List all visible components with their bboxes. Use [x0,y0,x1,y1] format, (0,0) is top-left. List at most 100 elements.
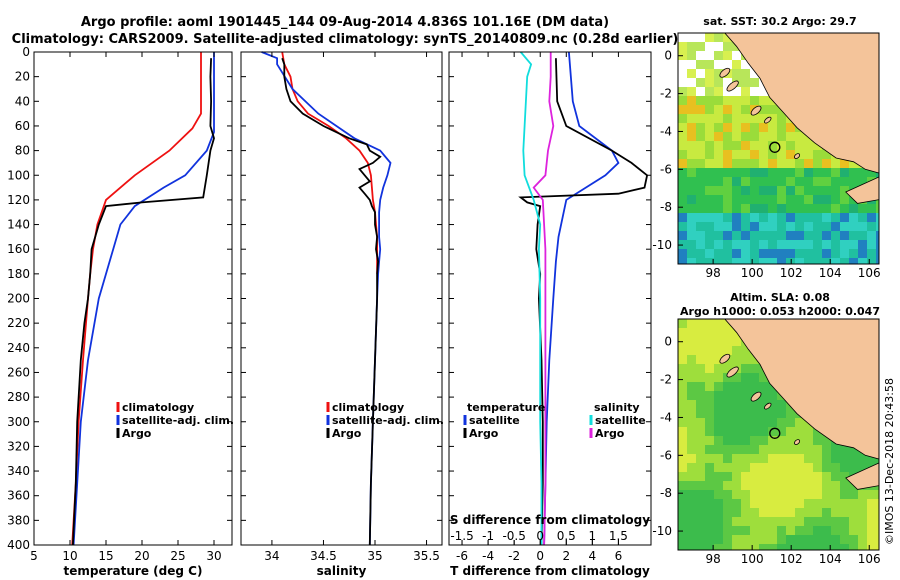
sla-cell [750,364,759,373]
sla-cell [714,517,723,526]
sla-cell [732,454,741,463]
sst-cell [714,168,723,177]
temperature-xtick-label: 5 [30,549,38,563]
sst-cell [705,258,714,264]
sst-cell [876,231,879,240]
temperature-ytick-label: 380 [7,513,30,527]
sst-cell [750,69,759,78]
sla-cell [687,337,696,346]
sst-cell [768,177,777,186]
sla-cell [723,373,732,382]
sst-cell [822,249,831,258]
sst-cell [696,123,705,132]
sla-cell [822,436,831,445]
sst-cell [714,177,723,186]
sst-cell [705,123,714,132]
temperature-xtick-label: 20 [134,549,149,563]
sla-cell [768,454,777,463]
sst-cell [777,258,786,264]
sla-cell [678,490,687,499]
difference-s-xtick-label: 0 [536,529,544,543]
sst-cell [732,222,741,231]
sla-cell [687,535,696,544]
sst-cell [714,240,723,249]
sla-cell [714,346,723,355]
sla-cell [723,526,732,535]
sst-cell [795,159,804,168]
sst-cell [723,150,732,159]
sst-cell [750,78,759,87]
sla-cell [786,544,795,550]
difference-xtick-label: -6 [456,549,468,563]
sla-cell [687,526,696,535]
temperature-xlabel: temperature (deg C) [64,564,203,578]
sst-cell [732,240,741,249]
sst-cell [777,159,786,168]
sst-cell [849,231,858,240]
sla-cell [840,472,849,481]
sla-cell [768,517,777,526]
sst-cell [759,87,768,96]
sla-cell [777,472,786,481]
sla-cell [795,472,804,481]
sla-cell [678,364,687,373]
sla-cell [867,544,876,550]
sst-cell [741,186,750,195]
sst-cell [696,114,705,123]
sst-cell [804,168,813,177]
sla-cell [777,481,786,490]
sla-cell [858,454,867,463]
sla-cell [732,499,741,508]
temperature-ytick-label: 160 [7,242,30,256]
sst-cell [813,258,822,264]
sla-ytick-label: -2 [660,373,672,387]
sst-cell [813,249,822,258]
sla-cell [777,427,786,436]
sla-cell [768,472,777,481]
sst-cell [741,141,750,150]
sst-cell [741,222,750,231]
sst-cell [768,222,777,231]
sst-cell [768,141,777,150]
sla-cell [741,418,750,427]
temperature-ytick-label: 0 [22,45,30,59]
sst-cell [750,96,759,105]
sla-cell [732,544,741,550]
sla-cell [714,382,723,391]
sla-cell [723,409,732,418]
sst-cell [741,150,750,159]
sst-cell [768,159,777,168]
sla-cell [705,481,714,490]
sla-cell [759,418,768,427]
sst-cell [786,177,795,186]
sst-cell [813,204,822,213]
sla-cell [678,472,687,481]
sla-cell [705,544,714,550]
sla-cell [750,400,759,409]
sst-cell [858,177,867,186]
sla-cell [687,508,696,517]
sst-cell [687,78,696,87]
sla-cell [687,544,696,550]
sst-ytick-label: -10 [652,238,672,252]
sst-cell [705,150,714,159]
temperature-ytick-label: 220 [7,316,30,330]
sst-cell [786,204,795,213]
sla-cell [723,391,732,400]
sla-cell [804,454,813,463]
sla-cell [732,481,741,490]
sla-cell [714,472,723,481]
sst-cell [696,51,705,60]
sst-cell [687,258,696,264]
sla-cell [705,400,714,409]
sla-cell [750,418,759,427]
sla-cell [705,508,714,517]
sst-cell [705,231,714,240]
sla-cell [714,427,723,436]
sla-cell [705,526,714,535]
sla-cell [732,427,741,436]
sst-cell [678,132,687,141]
sst-cell [777,195,786,204]
sla-cell [705,337,714,346]
sla-cell [876,535,879,544]
